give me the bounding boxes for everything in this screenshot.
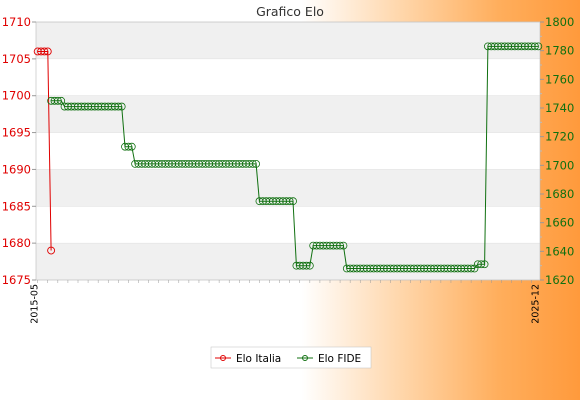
y-left-tick-label: 1700	[2, 89, 31, 103]
fide-point	[289, 197, 297, 206]
fide-point	[339, 241, 348, 250]
grid-band	[36, 95, 540, 133]
y-left-tick-label: 1680	[2, 236, 31, 250]
grid-band	[36, 22, 540, 59]
grid-lines	[35, 21, 541, 281]
legend-marker-fide	[302, 355, 308, 361]
legend: Elo Italia Elo FIDE	[210, 346, 372, 369]
y-right-tick-label: 1800	[545, 15, 574, 29]
fide-point	[302, 261, 311, 270]
y-right-tick-label: 1720	[545, 130, 574, 144]
y-right-tick-label: 1640	[545, 244, 574, 258]
fide-point	[305, 261, 314, 270]
grid-band	[36, 169, 540, 207]
y-right-tick-label: 1740	[545, 101, 574, 115]
fide-point	[117, 102, 126, 111]
y-right-tick-label: 1680	[545, 187, 574, 201]
legend-label-fide: Elo FIDE	[318, 353, 361, 365]
fide-point	[534, 42, 543, 51]
y-right-tick-label: 1700	[545, 158, 574, 172]
y-left-tick-label: 1685	[2, 199, 31, 213]
axis-ticks	[32, 21, 544, 283]
y-left-tick-label: 1675	[2, 273, 31, 287]
fide-point	[285, 197, 294, 206]
axis-labels: 1675 1680 1685 1690 1695 1700 1705 1710 1620 1640…	[2, 15, 575, 324]
x-tick-label: 2025-12	[530, 284, 541, 324]
fide-point	[477, 260, 486, 269]
fide-point	[53, 96, 62, 105]
y-right-tick-label: 1620	[545, 273, 574, 287]
fide-point	[252, 159, 260, 168]
grid-bands	[36, 22, 540, 280]
fide-point	[57, 96, 66, 105]
fide-point	[467, 264, 476, 273]
series-line-fide	[51, 45, 539, 269]
italia-point	[43, 47, 52, 56]
italia-point	[47, 246, 56, 255]
italia-point	[40, 47, 49, 56]
y-left-tick-label: 1710	[2, 15, 31, 29]
series-markers	[33, 42, 543, 273]
legend-box	[210, 346, 372, 369]
fide-point	[124, 142, 133, 151]
legend-label-italia: Elo Italia	[236, 353, 281, 365]
y-left-tick-label: 1690	[2, 162, 31, 176]
y-left-tick-label: 1705	[2, 52, 31, 66]
y-right-tick-label: 1660	[545, 216, 574, 230]
y-right-tick-label: 1760	[545, 72, 574, 86]
plot-area	[36, 22, 540, 280]
chart-title: Grafico Elo	[256, 4, 324, 19]
fide-point	[480, 260, 489, 269]
fide-point	[531, 42, 539, 51]
y-right-tick-label: 1780	[545, 44, 574, 58]
x-tick-label: 2015-05	[30, 284, 41, 324]
y-left-tick-label: 1695	[2, 126, 31, 140]
fide-point	[127, 142, 136, 151]
fide-point	[248, 159, 257, 168]
grid-band	[36, 243, 540, 280]
fide-point	[336, 241, 344, 250]
legend-marker-italia	[220, 355, 226, 361]
fide-point	[114, 102, 123, 111]
